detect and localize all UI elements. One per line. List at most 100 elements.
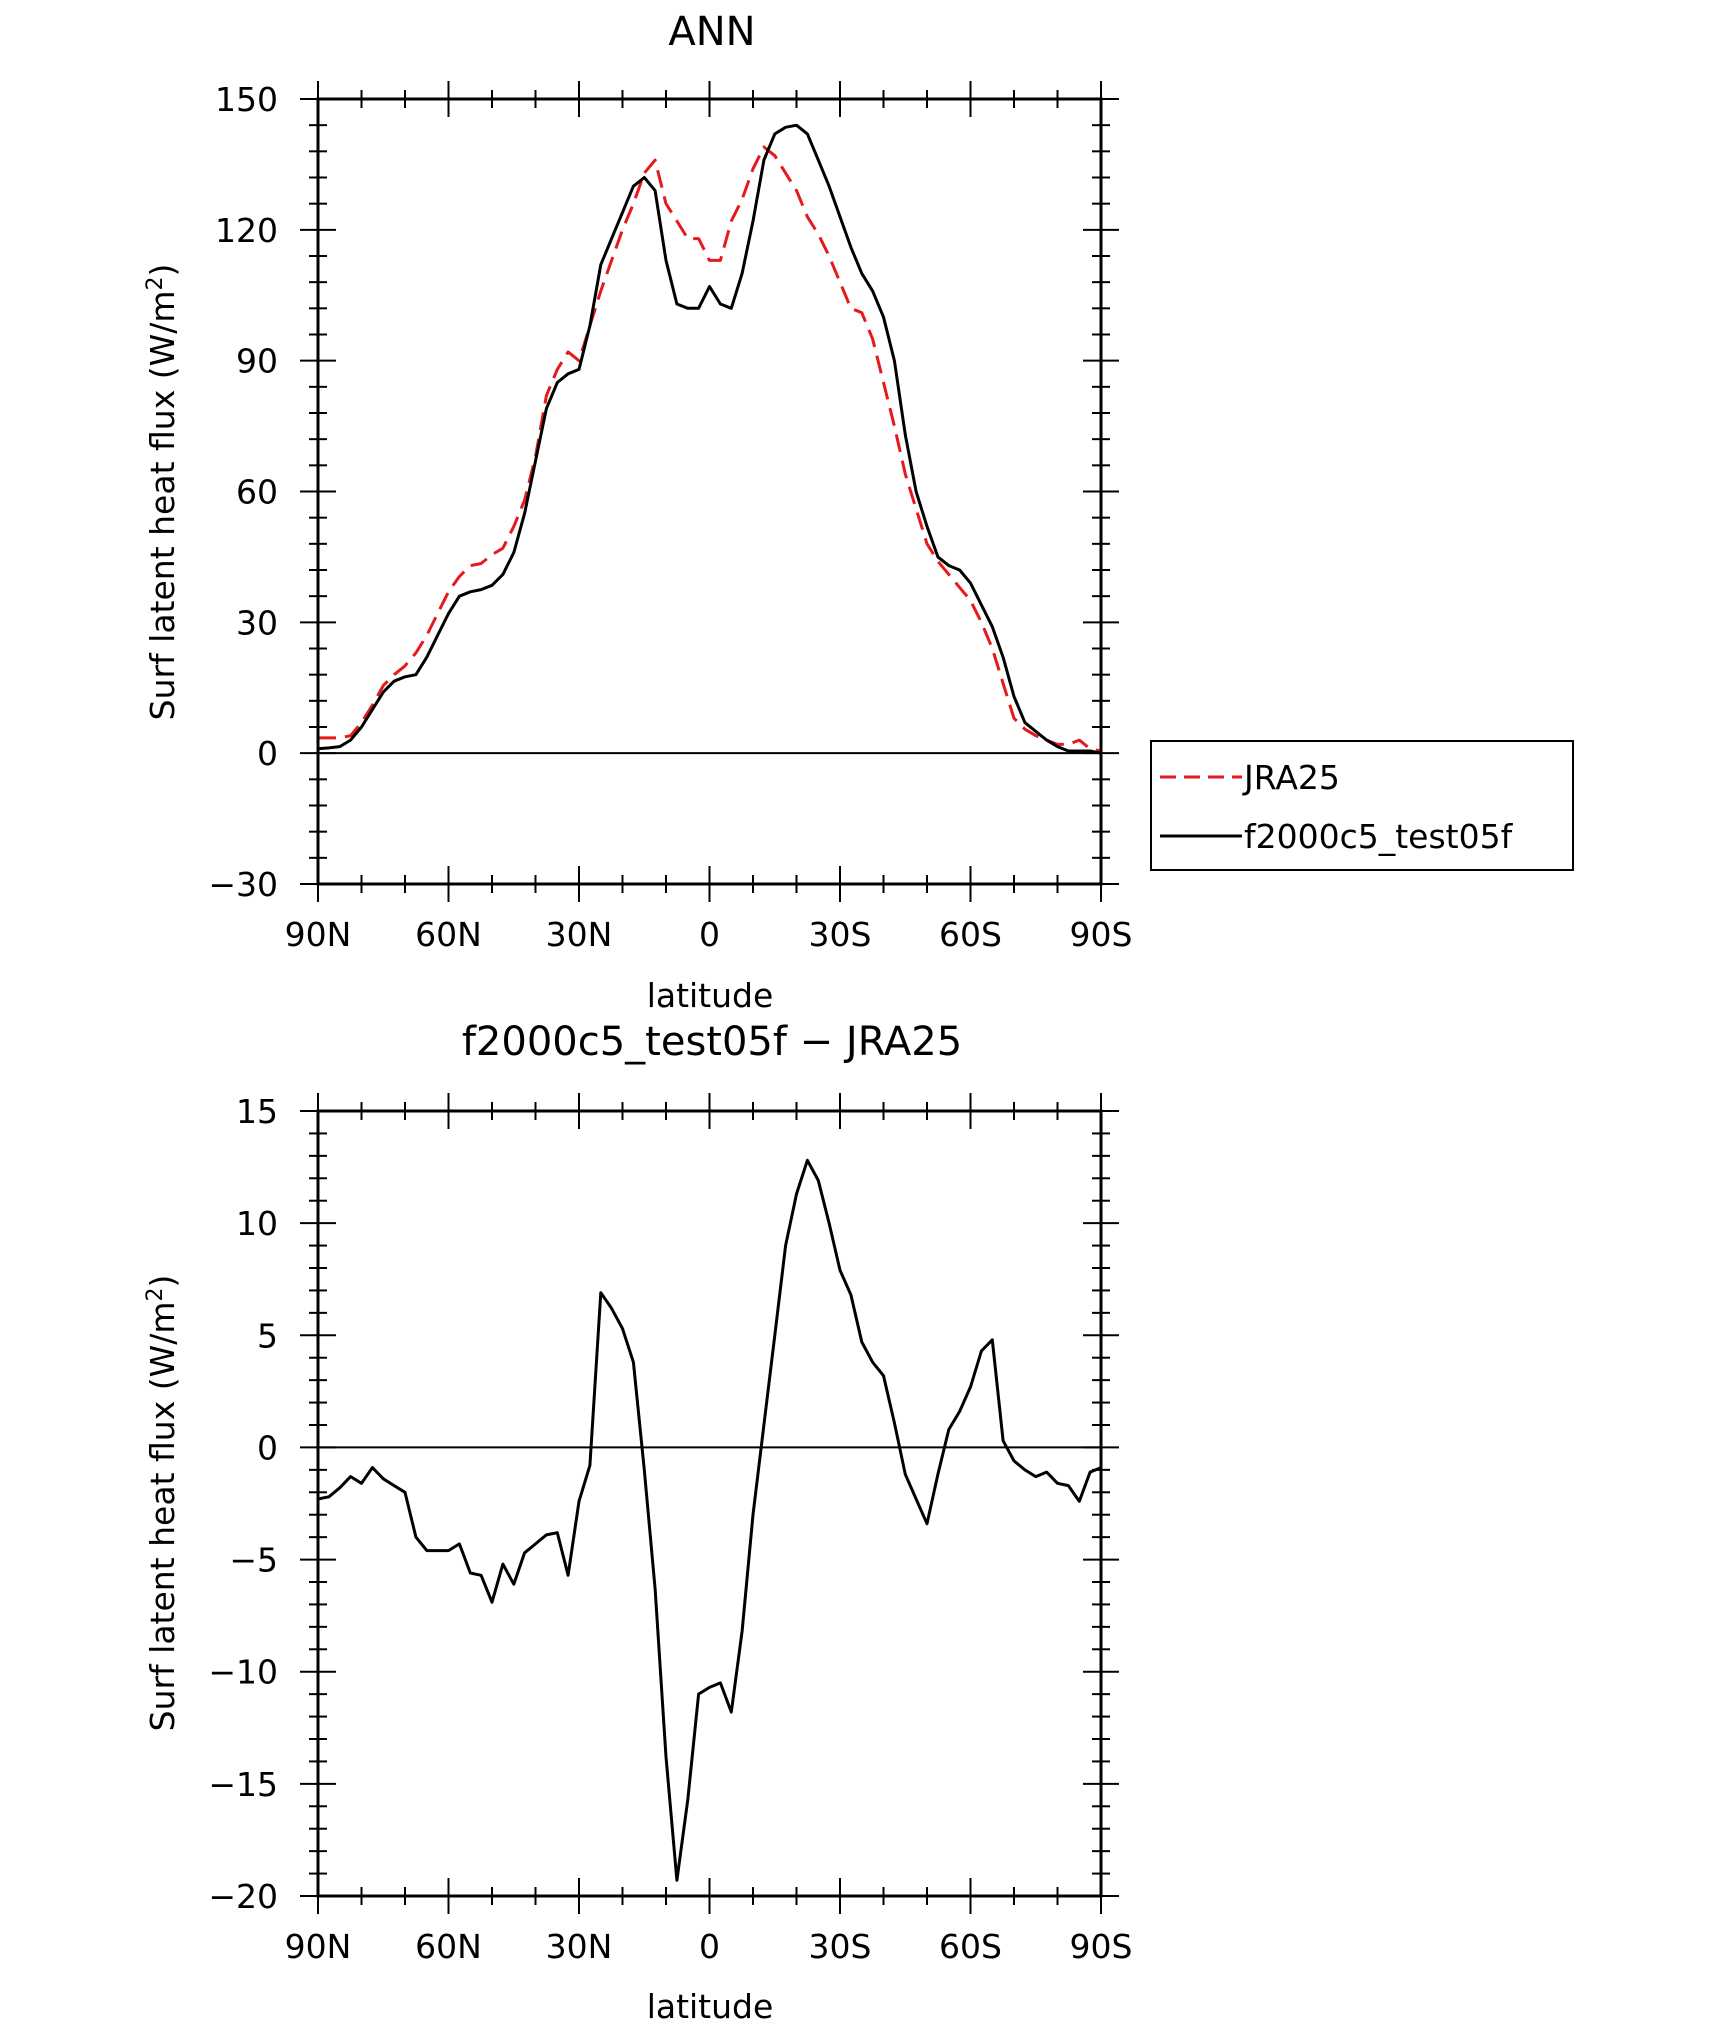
bottom-series-layer — [317, 1158, 1102, 1882]
bottom-data-point — [479, 1573, 483, 1577]
top-data-point — [327, 736, 331, 740]
top-data-point — [534, 459, 538, 463]
bottom-y-tick-label: 10 — [236, 1204, 278, 1243]
top-y-tick-label: 90 — [236, 342, 278, 381]
top-data-point — [555, 367, 559, 371]
top-data-point — [1088, 749, 1092, 753]
top-tick-labels: 90N 60N 30N 0 30S 60S 90S −30 0 30 60 90 120 150 — [208, 80, 1132, 954]
bottom-data-point — [1034, 1475, 1038, 1479]
top-data-point — [457, 575, 461, 579]
top-data-point — [468, 564, 472, 568]
bottom-title: f2000c5_test05f − JRA25 — [462, 1019, 962, 1065]
bottom-data-point — [729, 1710, 733, 1714]
top-data-point — [523, 511, 527, 515]
top-data-point — [1012, 716, 1016, 720]
top-data-point — [751, 167, 755, 171]
bottom-data-point — [903, 1472, 907, 1476]
top-data-point — [599, 289, 603, 293]
top-data-point — [436, 612, 440, 616]
top-data-point — [882, 315, 886, 319]
bottom-data-point — [490, 1600, 494, 1604]
bottom-data-point — [990, 1338, 994, 1342]
top-x-tick-label: 90S — [1070, 915, 1133, 954]
top-panel: ANN 90N 60N 30N 0 30S 60S 90S−300306090120150 … — [143, 9, 1574, 1015]
top-data-point — [577, 367, 581, 371]
top-y-tick-label: 120 — [215, 211, 278, 250]
top-data-point — [1001, 655, 1005, 659]
top-data-point — [425, 633, 429, 637]
top-data-point — [381, 684, 385, 688]
bottom-data-point — [1001, 1439, 1005, 1443]
top-data-point — [381, 690, 385, 694]
top-data-point — [740, 271, 744, 275]
bottom-data-point — [697, 1692, 701, 1696]
top-y-axis-title-end: ) — [143, 264, 182, 277]
top-series-layer — [317, 123, 1102, 755]
top-data-point — [903, 472, 907, 476]
top-data-point — [1001, 681, 1005, 685]
top-data-point — [457, 594, 461, 598]
top-data-point — [512, 524, 516, 528]
bottom-data-point — [1056, 1481, 1060, 1485]
top-data-point — [718, 258, 722, 262]
bottom-x-tick-label: 90S — [1070, 1927, 1133, 1966]
top-data-point — [338, 745, 342, 749]
bottom-data-point — [947, 1427, 951, 1431]
top-y-axis-title-sup: 2 — [143, 277, 168, 291]
bottom-data-point — [512, 1582, 516, 1586]
legend-label-model: f2000c5_test05f — [1244, 817, 1514, 856]
top-data-point — [1045, 738, 1049, 742]
top-data-point — [664, 202, 668, 206]
top-data-point — [969, 599, 973, 603]
top-data-point — [729, 219, 733, 223]
top-data-point — [882, 380, 886, 384]
bottom-tick-labels: 90N 60N 30N 0 30S 60S 90S −20 −15 −10 −5 0 5 10 15 — [208, 1092, 1132, 1966]
top-data-point — [621, 228, 625, 232]
bottom-data-point — [544, 1533, 548, 1537]
bottom-data-point — [686, 1798, 690, 1802]
top-data-point — [805, 132, 809, 136]
bottom-data-point — [882, 1374, 886, 1378]
top-y-tick-label: −30 — [208, 865, 278, 904]
top-y-axis-title-main: Surf latent heat flux (W/m — [143, 291, 182, 721]
bottom-data-point — [740, 1629, 744, 1633]
top-data-point — [892, 359, 896, 363]
top-data-point — [1012, 694, 1016, 698]
top-data-point — [1077, 738, 1081, 742]
top-x-axis-title: latitude — [647, 976, 774, 1015]
bottom-data-point — [784, 1244, 788, 1248]
top-data-point — [892, 424, 896, 428]
bottom-data-point — [871, 1360, 875, 1364]
top-data-point — [675, 219, 679, 223]
top-ticks — [300, 81, 1119, 902]
top-data-point — [871, 289, 875, 293]
top-data-point — [370, 708, 374, 712]
top-series-jra25-line — [318, 145, 1102, 753]
top-data-point — [392, 679, 396, 683]
top-data-point — [447, 612, 451, 616]
bottom-x-tick-label: 90N — [285, 1927, 352, 1966]
top-data-point — [544, 407, 548, 411]
bottom-data-point — [969, 1385, 973, 1389]
bottom-data-point — [588, 1463, 592, 1467]
top-data-point — [338, 736, 342, 740]
bottom-data-point — [360, 1481, 364, 1485]
bottom-data-point — [414, 1535, 418, 1539]
top-data-point — [642, 171, 646, 175]
bottom-data-point — [816, 1179, 820, 1183]
top-data-point — [675, 302, 679, 306]
bottom-y-tick-label: −10 — [208, 1653, 278, 1692]
bottom-data-point — [892, 1421, 896, 1425]
bottom-data-point — [1012, 1459, 1016, 1463]
top-data-point — [392, 673, 396, 677]
bottom-data-point — [555, 1531, 559, 1535]
top-data-point — [544, 394, 548, 398]
top-data-point — [947, 572, 951, 576]
bottom-data-point — [403, 1490, 407, 1494]
top-data-point — [686, 306, 690, 310]
bottom-data-point — [805, 1158, 809, 1162]
bottom-y-axis-title-end: ) — [143, 1275, 182, 1288]
top-data-point — [805, 215, 809, 219]
top-data-point — [838, 215, 842, 219]
top-y-axis-title: Surf latent heat flux (W/m2) — [143, 264, 182, 721]
